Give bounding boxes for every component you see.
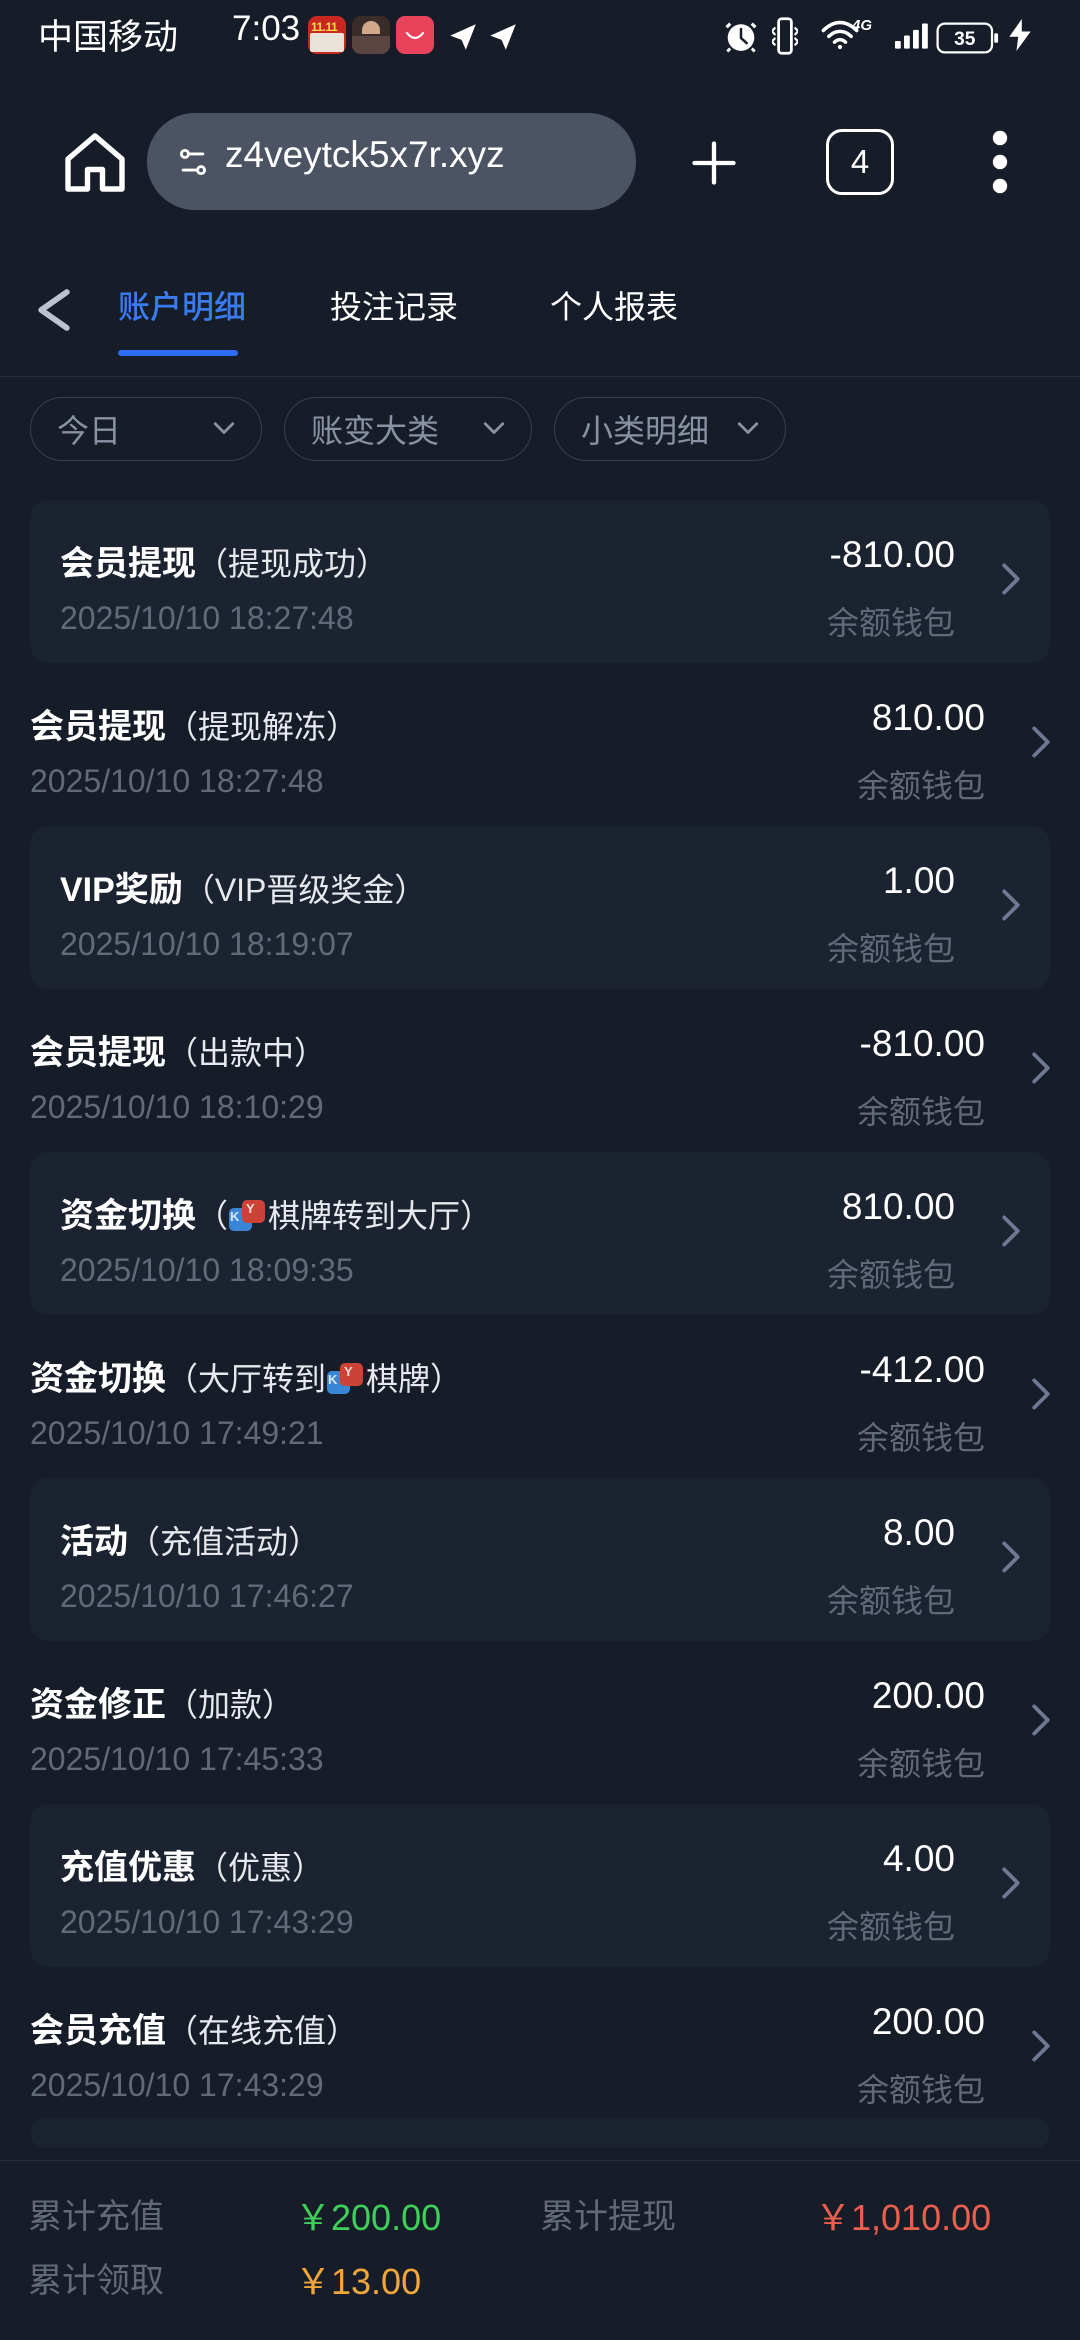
svg-text:35: 35: [954, 29, 976, 50]
svg-text:4G: 4G: [852, 17, 872, 33]
